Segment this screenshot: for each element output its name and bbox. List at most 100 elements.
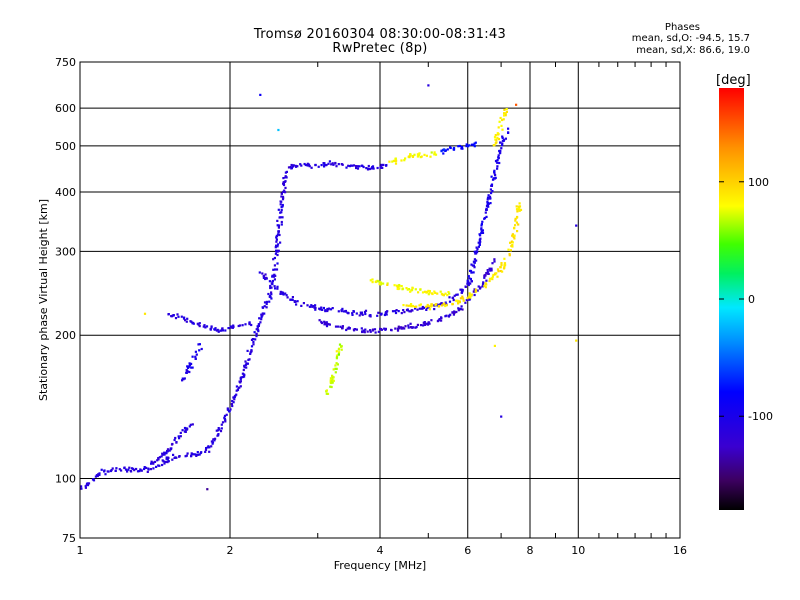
data-point (443, 302, 446, 305)
data-point (210, 445, 213, 448)
data-point (395, 309, 398, 312)
data-point (310, 166, 313, 169)
data-point (470, 280, 473, 283)
data-point (177, 435, 180, 438)
data-point (500, 264, 503, 267)
data-point (425, 305, 428, 308)
data-point (335, 362, 338, 365)
data-point (496, 165, 499, 168)
data-point (250, 323, 253, 327)
data-point (270, 291, 273, 294)
data-point (197, 343, 200, 346)
data-point (172, 453, 175, 456)
data-point (229, 408, 232, 411)
data-point (498, 161, 501, 165)
data-point (188, 370, 191, 374)
data-point (446, 148, 449, 151)
data-point (209, 328, 212, 331)
data-point (277, 128, 280, 132)
data-point (453, 310, 456, 313)
data-point (511, 244, 514, 247)
data-point (425, 308, 428, 311)
data-point (339, 325, 342, 328)
data-point (406, 288, 409, 291)
data-point (455, 299, 458, 302)
data-point (261, 306, 264, 309)
data-point (379, 283, 382, 286)
data-point (262, 276, 265, 279)
data-point (351, 313, 354, 316)
data-point (202, 325, 205, 328)
data-point (409, 290, 412, 293)
data-point (476, 248, 479, 251)
data-point (294, 300, 297, 303)
data-point (482, 281, 485, 284)
data-point (518, 202, 521, 205)
data-point (340, 309, 343, 312)
data-point (391, 310, 395, 313)
data-point (270, 293, 273, 296)
data-point (405, 287, 408, 290)
data-point (186, 365, 189, 368)
data-point (422, 321, 425, 324)
data-point (470, 263, 473, 266)
data-point (484, 274, 487, 277)
data-point (394, 310, 397, 313)
data-point (476, 250, 479, 254)
data-point (92, 479, 96, 482)
data-point (302, 302, 305, 305)
data-point (461, 288, 464, 292)
data-point (487, 205, 490, 208)
data-point (405, 304, 408, 307)
data-point (417, 291, 420, 294)
data-point (123, 466, 126, 470)
data-point (481, 283, 485, 286)
data-point (341, 325, 344, 328)
data-point (488, 197, 491, 200)
data-point (378, 283, 381, 286)
data-point (257, 324, 260, 327)
data-point (335, 367, 338, 370)
data-point (232, 324, 235, 327)
data-point (374, 331, 377, 334)
data-point (327, 308, 330, 311)
data-point (457, 307, 460, 310)
data-point (473, 293, 476, 297)
data-point (224, 329, 227, 332)
data-point (331, 307, 334, 310)
data-point (507, 248, 510, 251)
data-point (185, 320, 188, 323)
data-point (189, 423, 192, 426)
data-point (188, 364, 192, 367)
data-point (486, 269, 489, 272)
data-point (303, 162, 306, 166)
data-point (348, 327, 351, 330)
data-point (220, 423, 223, 426)
data-point (274, 274, 277, 277)
data-point (502, 139, 505, 142)
data-point (217, 330, 220, 333)
data-point (461, 308, 464, 311)
data-point (448, 300, 452, 303)
data-point (331, 378, 334, 381)
data-point (501, 144, 504, 147)
data-point (337, 310, 340, 313)
data-point (488, 277, 492, 280)
data-point (238, 386, 241, 389)
data-point (486, 202, 489, 205)
data-point (214, 437, 217, 440)
data-point (224, 420, 227, 423)
data-point (473, 250, 476, 253)
data-point (502, 267, 506, 270)
data-point (207, 445, 210, 448)
data-point (377, 311, 380, 314)
data-point (183, 316, 186, 319)
x-tick-label: 10 (571, 544, 585, 557)
data-point (267, 292, 270, 296)
data-point (166, 456, 169, 459)
data-point (204, 326, 207, 329)
data-point (415, 325, 418, 329)
data-point (398, 284, 401, 287)
data-point (394, 327, 397, 330)
data-point (308, 165, 311, 168)
